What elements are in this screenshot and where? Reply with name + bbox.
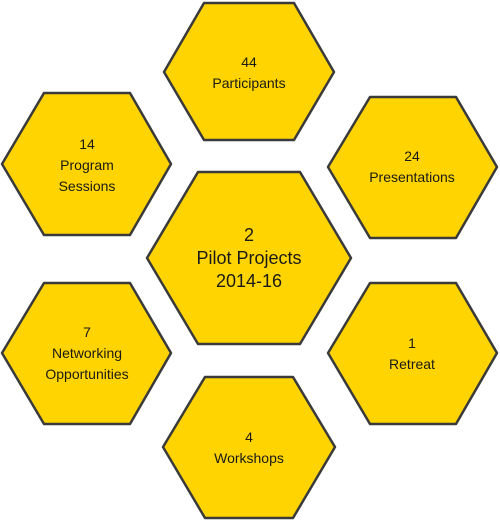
hex-networking: 7 Networking Opportunities <box>0 281 173 426</box>
hex-program-sessions-line-2: Sessions <box>59 178 116 194</box>
hex-program-sessions: 14 Program Sessions <box>0 91 173 237</box>
hex-retreat: 1 Retreat <box>326 281 499 426</box>
hex-program-sessions-line-0: 14 <box>79 136 95 152</box>
hex-presentations-line-0: 24 <box>404 148 420 164</box>
hex-workshops-line-0: 4 <box>245 429 253 445</box>
hex-participants-line-0: 44 <box>241 54 257 70</box>
hex-workshops-line-1: Workshops <box>214 450 284 466</box>
hex-participants-shape <box>162 1 336 142</box>
hex-presentations: 24 Presentations <box>326 95 499 240</box>
hex-networking-line-2: Opportunities <box>45 366 128 382</box>
hex-center-line-2: 2014-16 <box>216 271 282 291</box>
hex-retreat-shape <box>326 281 499 426</box>
hex-workshops: 4 Workshops <box>161 375 337 520</box>
hex-retreat-line-0: 1 <box>408 335 416 351</box>
hex-presentations-shape <box>326 95 499 240</box>
hex-retreat-line-1: Retreat <box>389 356 435 372</box>
hex-participants: 44 Participants <box>162 1 336 142</box>
hex-networking-shape <box>0 281 173 426</box>
hex-networking-line-1: Networking <box>52 345 122 361</box>
hex-center-shape <box>145 170 353 346</box>
hex-presentations-line-1: Presentations <box>369 169 455 185</box>
hex-program-sessions-line-1: Program <box>60 157 114 173</box>
hex-center: 2 Pilot Projects 2014-16 <box>145 170 353 346</box>
hex-program-sessions-shape <box>0 91 173 237</box>
hex-center-line-1: Pilot Projects <box>196 248 301 268</box>
hex-participants-line-1: Participants <box>212 75 285 91</box>
hex-networking-line-0: 7 <box>83 324 91 340</box>
hex-center-line-0: 2 <box>244 225 254 245</box>
hex-workshops-shape <box>161 375 337 520</box>
